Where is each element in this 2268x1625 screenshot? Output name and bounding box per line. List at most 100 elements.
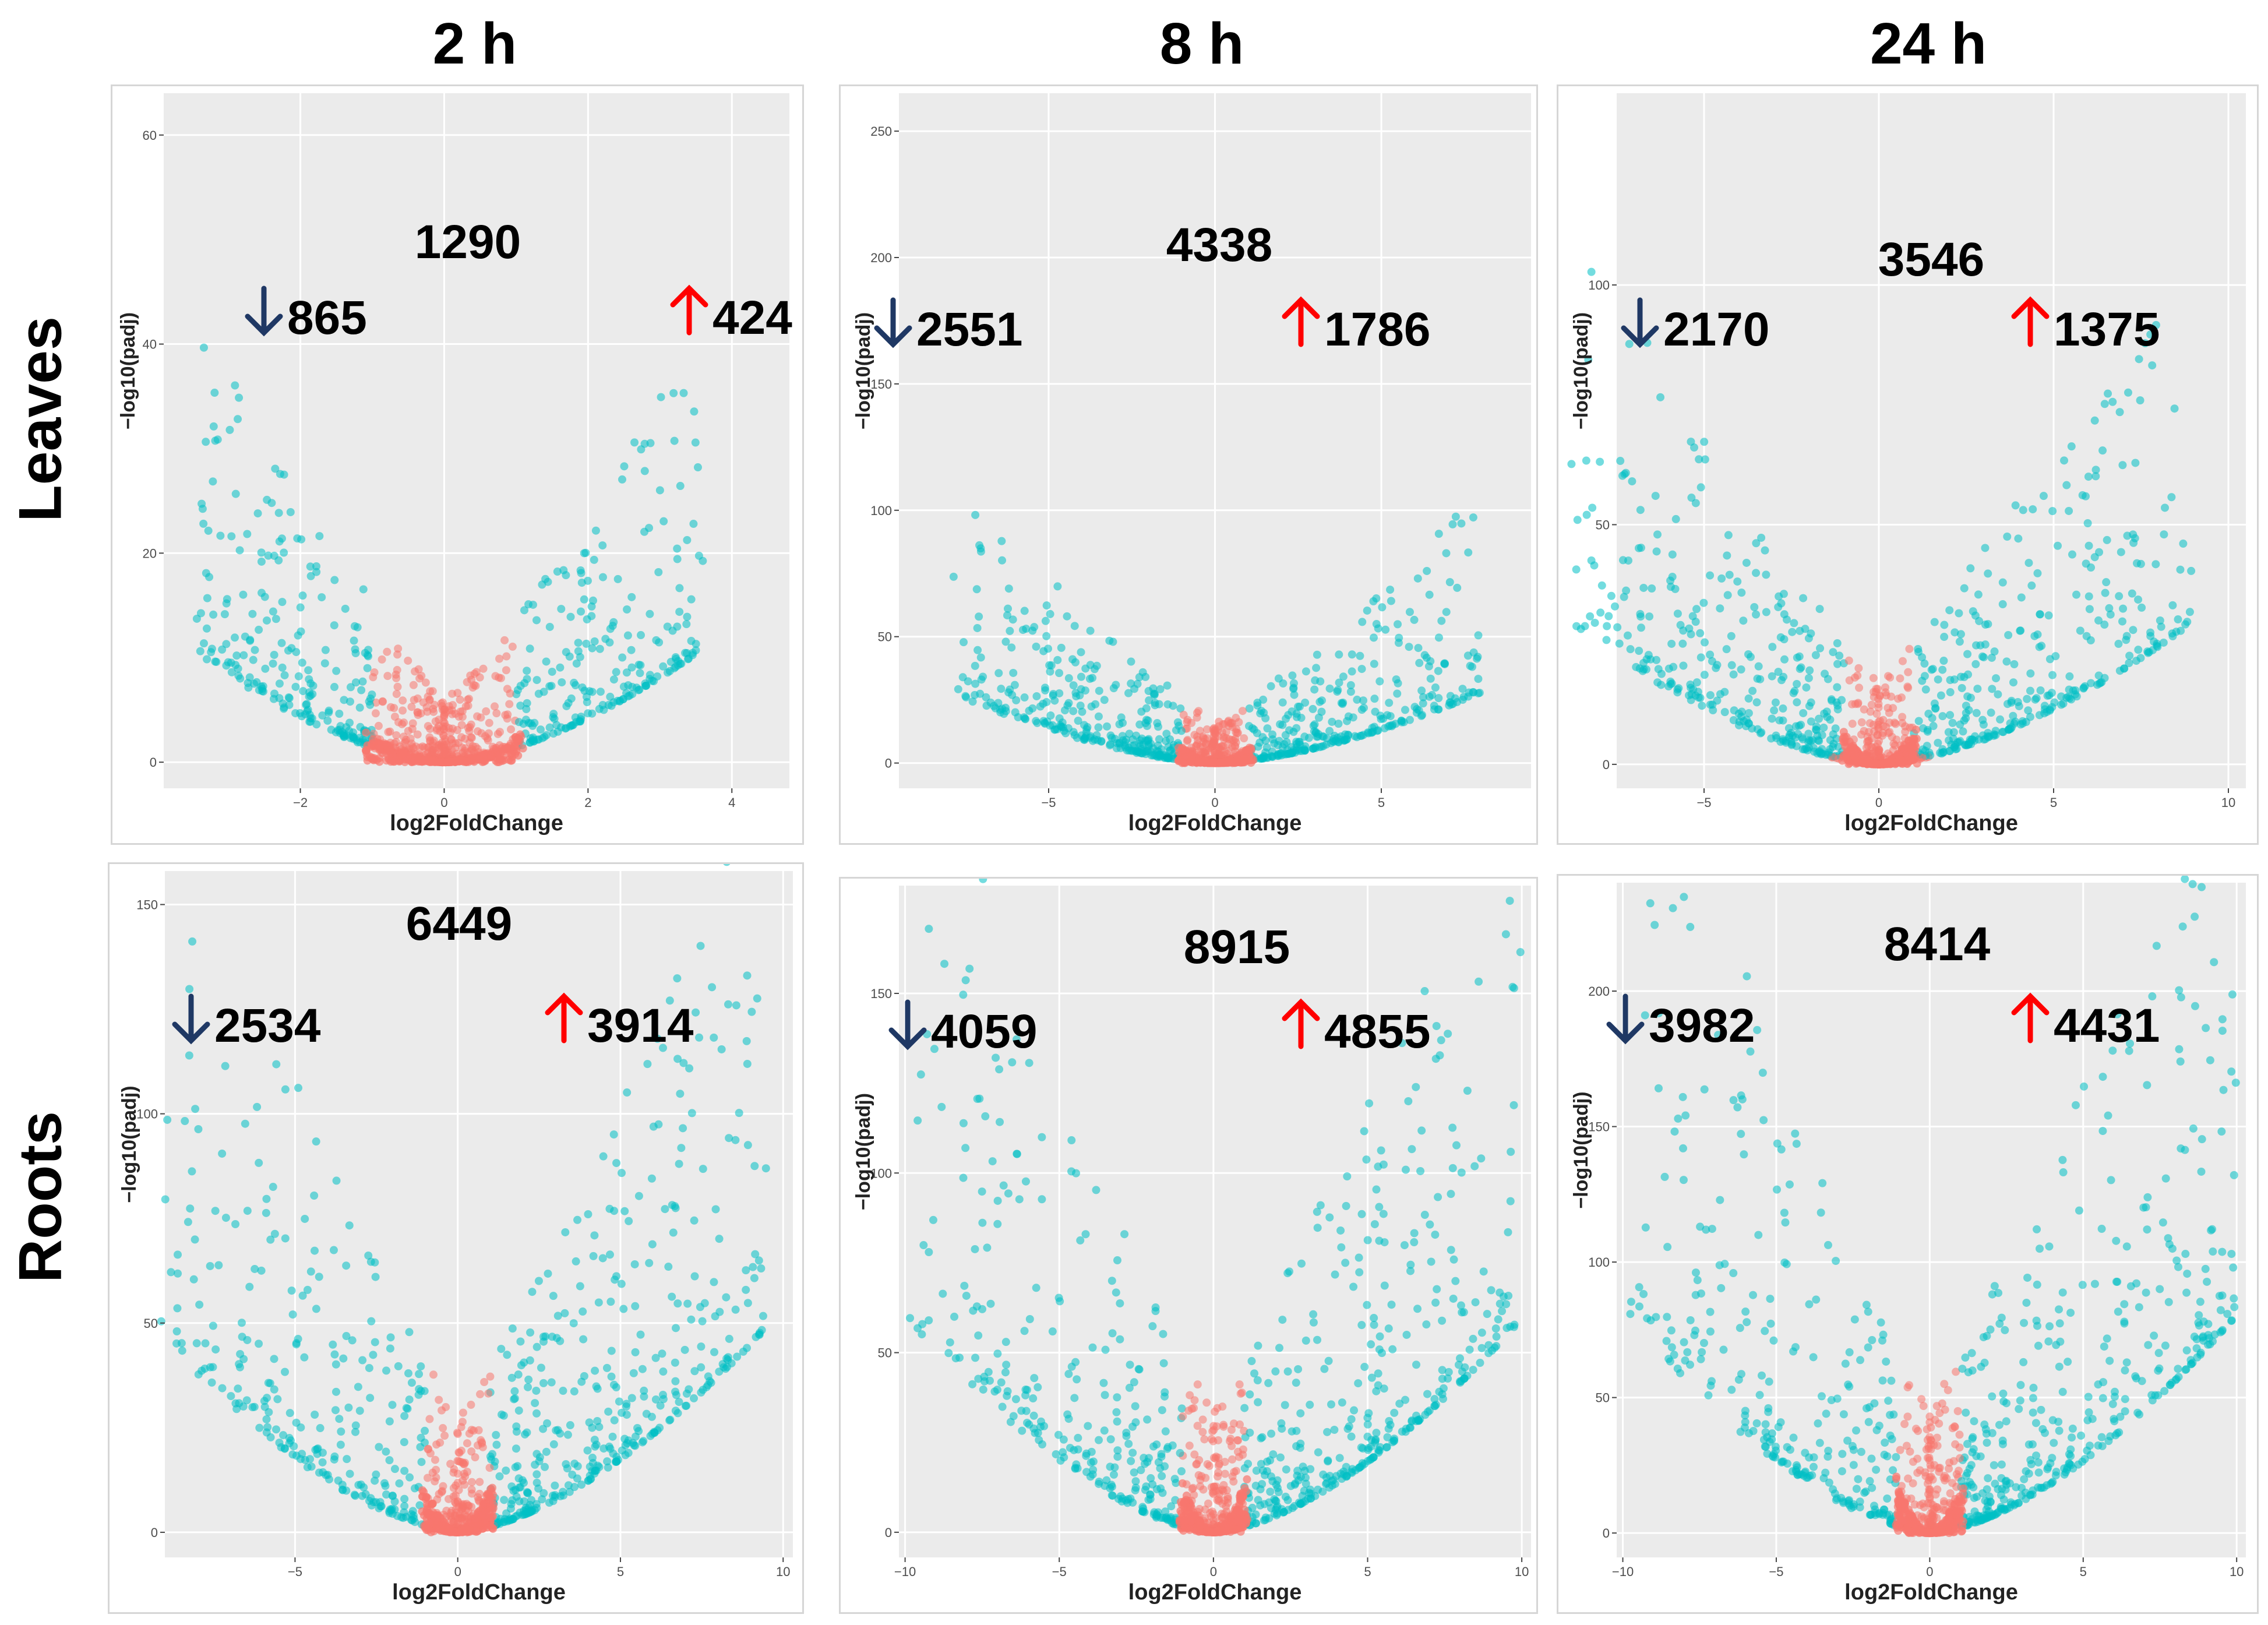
significant-point [324, 708, 333, 717]
significant-point [618, 653, 627, 662]
non-significant-point [393, 665, 401, 674]
significant-point [1582, 510, 1591, 519]
significant-point [306, 1267, 315, 1276]
significant-point [2187, 566, 2196, 575]
significant-point [1127, 657, 1135, 666]
non-significant-point [476, 1390, 485, 1398]
significant-point [246, 636, 255, 644]
significant-point [622, 668, 631, 677]
significant-point [1078, 707, 1087, 716]
significant-point [202, 569, 210, 577]
significant-point [1978, 715, 1987, 724]
significant-point [544, 577, 552, 586]
significant-point [1417, 686, 1426, 695]
significant-point [1597, 581, 1606, 590]
significant-point [263, 495, 271, 504]
non-significant-point [477, 729, 486, 738]
significant-point [1920, 672, 1929, 681]
significant-point [1945, 606, 1954, 615]
x-tick-label: 0 [454, 1564, 461, 1579]
significant-point [1796, 665, 1804, 674]
significant-point [2027, 581, 2036, 590]
significant-point [672, 1324, 680, 1333]
significant-point [1119, 718, 1127, 727]
significant-point [1314, 732, 1322, 741]
significant-point [1780, 635, 1789, 644]
significant-point [640, 467, 649, 475]
significant-point [627, 593, 636, 601]
significant-point [563, 1464, 572, 1473]
significant-point [227, 532, 236, 541]
significant-point [539, 1489, 548, 1497]
significant-point [566, 612, 575, 621]
non-significant-point [400, 757, 409, 766]
significant-point [1816, 644, 1825, 653]
significant-point [576, 653, 584, 661]
significant-point [1940, 621, 1949, 629]
significant-point [1071, 658, 1080, 667]
non-significant-point [383, 647, 391, 656]
significant-point [1346, 681, 1355, 689]
significant-point [676, 482, 685, 491]
significant-point [1394, 639, 1403, 647]
non-significant-point [491, 702, 499, 711]
significant-point [332, 667, 341, 675]
significant-point [1657, 681, 1666, 689]
significant-point [666, 1415, 675, 1424]
non-significant-point [421, 678, 430, 687]
non-significant-point [398, 706, 407, 715]
significant-point [1914, 644, 1923, 653]
non-significant-point [1880, 759, 1889, 768]
non-significant-point [1190, 1450, 1199, 1459]
significant-point [1653, 530, 1662, 539]
non-significant-point [1193, 1380, 1202, 1389]
significant-point [974, 1331, 983, 1340]
significant-point [492, 1440, 501, 1449]
significant-point [231, 489, 240, 498]
significant-point [1656, 393, 1665, 401]
significant-point [344, 1403, 353, 1412]
total-deg-count: 4338 [1166, 218, 1272, 272]
significant-point [516, 682, 525, 690]
significant-point [1410, 615, 1419, 624]
significant-point [2022, 718, 2030, 727]
significant-point [1313, 650, 1321, 659]
significant-point [569, 1319, 578, 1328]
non-significant-point [1227, 1425, 1236, 1434]
significant-point [1651, 492, 1660, 500]
significant-point [1474, 675, 1483, 683]
significant-point [222, 640, 231, 648]
significant-point [1946, 711, 1955, 720]
significant-point [1387, 597, 1395, 605]
significant-point [1768, 672, 1776, 681]
non-significant-point [467, 1503, 476, 1511]
down-arrow-icon [172, 993, 210, 1045]
y-tick-label: 100 [870, 503, 892, 518]
point-group [1567, 267, 2196, 769]
significant-point [620, 462, 629, 471]
significant-point [329, 1246, 338, 1254]
significant-point [532, 616, 541, 625]
non-significant-point [445, 758, 453, 767]
non-significant-point [394, 644, 403, 653]
significant-point [245, 1282, 254, 1291]
significant-point [342, 1486, 351, 1495]
significant-point [1813, 731, 1822, 740]
significant-point [606, 625, 615, 633]
significant-point [595, 1423, 604, 1432]
significant-point [971, 679, 980, 688]
significant-point [288, 1310, 297, 1319]
non-significant-point [413, 730, 422, 739]
significant-point [1788, 628, 1797, 636]
significant-point [636, 669, 644, 678]
non-significant-point [407, 703, 416, 711]
significant-point [2048, 671, 2057, 679]
significant-point [188, 937, 197, 946]
non-significant-point [500, 636, 509, 644]
significant-point [1374, 624, 1382, 633]
significant-point [269, 659, 277, 668]
non-significant-point [457, 721, 466, 729]
significant-point [1142, 704, 1151, 713]
significant-point [542, 731, 551, 739]
significant-point [415, 1370, 424, 1379]
